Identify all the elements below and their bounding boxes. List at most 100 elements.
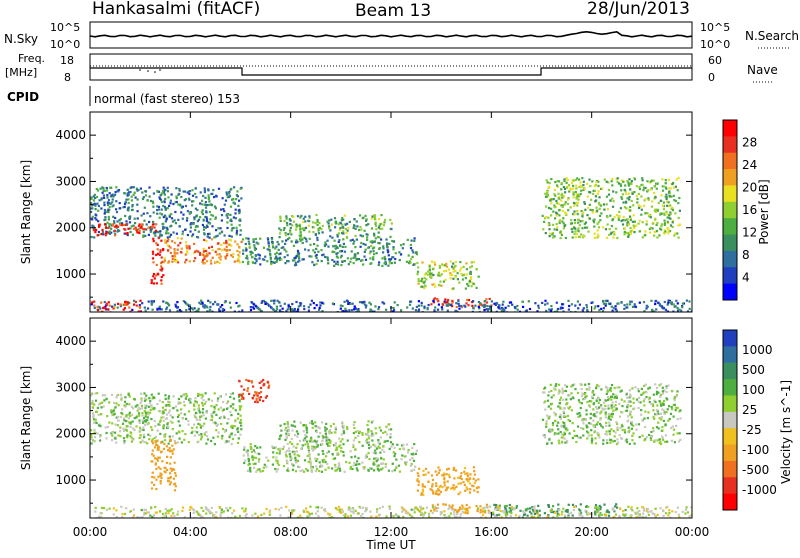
power-data-cell (247, 261, 249, 263)
vel-data-cell (315, 470, 317, 472)
vel-data-cell (247, 470, 249, 472)
vel-data-cell (676, 390, 678, 392)
power-data-cell (337, 235, 339, 237)
vel-data-cell (227, 400, 229, 402)
vel-data-cell (167, 426, 169, 428)
power-data-cell (421, 261, 423, 263)
vel-data-cell (264, 464, 266, 466)
power-data-cell (290, 227, 292, 229)
vel-data-cell (519, 510, 521, 512)
power-data-cell (547, 223, 549, 225)
vel-data-cell (224, 430, 226, 432)
vel-data-cell (653, 416, 655, 418)
power-data-cell (577, 227, 579, 229)
vel-data-cell (401, 454, 403, 456)
vel-data-cell (248, 458, 250, 460)
power-data-cell (212, 257, 214, 259)
power-data-cell (624, 184, 626, 186)
power-data-cell (658, 234, 660, 236)
power-data-cell (582, 309, 584, 311)
power-data-cell (464, 306, 466, 308)
vel-data-cell (206, 412, 208, 414)
vel-data-cell (626, 441, 628, 443)
power-data-cell (268, 246, 270, 248)
power-data-cell (191, 189, 193, 191)
vel-data-cell (155, 468, 157, 470)
vel-data-cell (303, 430, 305, 432)
power-data-cell (308, 231, 310, 233)
vel-data-cell (624, 431, 626, 433)
power-data-cell (559, 220, 561, 222)
vel-data-cell (605, 425, 607, 427)
vel-data-cell (374, 450, 376, 452)
power-data-cell (552, 224, 554, 226)
power-data-cell (97, 306, 99, 308)
power-data-cell (167, 249, 169, 251)
vel-data-cell (158, 466, 160, 468)
vel-data-cell (277, 468, 279, 470)
vel-data-cell (482, 511, 484, 513)
vel-data-cell (619, 427, 621, 429)
power-data-cell (365, 249, 367, 251)
power-data-cell (646, 212, 648, 214)
power-data-cell (377, 308, 379, 310)
vel-data-cell (254, 391, 256, 393)
power-data-cell (115, 225, 117, 227)
vel-data-cell (215, 422, 217, 424)
power-data-cell (179, 204, 181, 206)
vel-data-cell (557, 504, 559, 506)
vel-data-cell (607, 396, 609, 398)
power-data-cell (97, 309, 99, 311)
vel-data-cell (674, 404, 676, 406)
power-data-cell (246, 255, 248, 257)
vel-data-cell (106, 415, 108, 417)
vel-data-cell (580, 503, 582, 505)
power-data-cell (149, 195, 151, 197)
vel-data-cell (634, 386, 636, 388)
vel-data-cell (403, 448, 405, 450)
power-data-cell (572, 188, 574, 190)
power-data-cell (564, 203, 566, 205)
vel-data-cell (148, 422, 150, 424)
power-data-cell (433, 261, 435, 263)
power-data-cell (382, 301, 384, 303)
power-data-cell (362, 217, 364, 219)
power-data-cell (371, 217, 373, 219)
vel-data-cell (659, 400, 661, 402)
power-data-cell (555, 212, 557, 214)
vel-data-cell (124, 401, 126, 403)
vel-data-cell (561, 441, 563, 443)
power-data-cell (549, 235, 551, 237)
vel-data-cell (187, 424, 189, 426)
vel-data-cell (139, 408, 141, 410)
vel-data-cell (644, 411, 646, 413)
power-data-cell (627, 232, 629, 234)
power-data-cell (334, 221, 336, 223)
vel-data-cell (460, 472, 462, 474)
power-data-cell (217, 304, 219, 306)
power-data-cell (189, 247, 191, 249)
power-data-cell (161, 256, 163, 258)
power-data-cell (128, 202, 130, 204)
vel-data-cell (643, 404, 645, 406)
vel-data-cell (159, 410, 161, 412)
power-data-cell (410, 247, 412, 249)
vel-data-cell (194, 397, 196, 399)
power-data-cell (249, 251, 251, 253)
vel-data-cell (621, 390, 623, 392)
power-data-cell (459, 261, 461, 263)
power-data-cell (320, 249, 322, 251)
power-data-cell (353, 218, 355, 220)
vel-data-cell (464, 484, 466, 486)
power-data-cell (664, 224, 666, 226)
power-data-cell (613, 233, 615, 235)
vel-data-cell (586, 413, 588, 415)
vel-data-cell (544, 436, 546, 438)
power-data-cell (255, 238, 257, 240)
vel-data-cell (590, 429, 592, 431)
vel-data-cell (675, 395, 677, 397)
power-data-cell (392, 246, 394, 248)
power-data-cell (331, 259, 333, 261)
power-data-cell (167, 303, 169, 305)
vel-data-cell (660, 413, 662, 415)
